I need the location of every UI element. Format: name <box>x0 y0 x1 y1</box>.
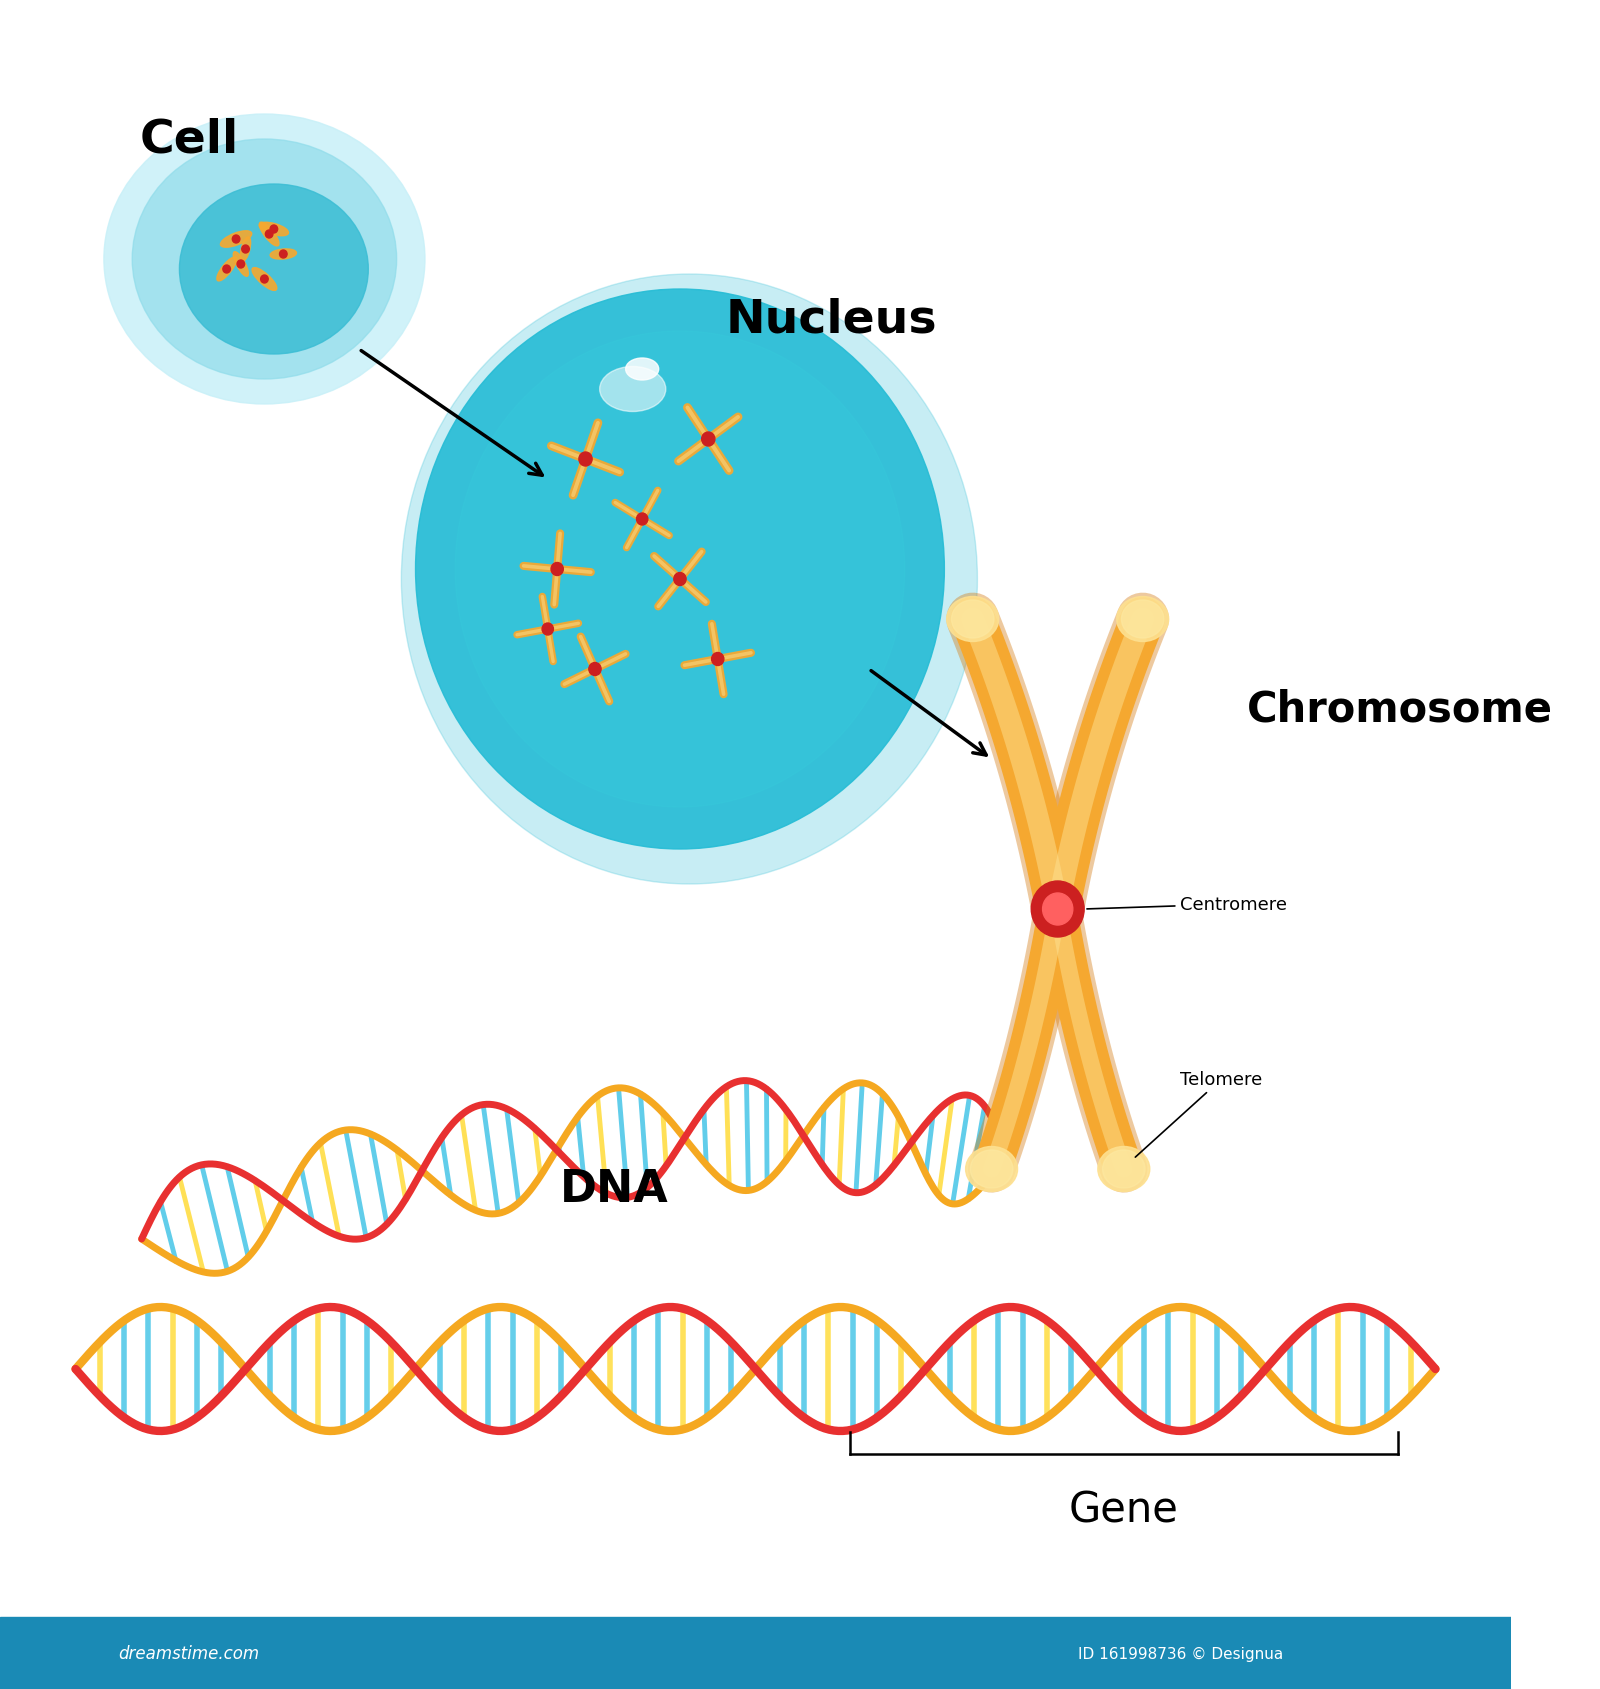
Circle shape <box>1043 893 1074 926</box>
Circle shape <box>1032 882 1085 937</box>
Text: Telomere: Telomere <box>1136 1071 1262 1157</box>
Circle shape <box>232 236 240 243</box>
Ellipse shape <box>259 223 288 236</box>
Circle shape <box>637 513 648 525</box>
Ellipse shape <box>179 184 368 355</box>
Ellipse shape <box>1117 598 1168 642</box>
Ellipse shape <box>253 269 277 291</box>
Ellipse shape <box>970 1150 1013 1189</box>
Text: Chromosome: Chromosome <box>1246 689 1552 731</box>
Text: ID 161998736 © Designua: ID 161998736 © Designua <box>1078 1645 1283 1660</box>
Ellipse shape <box>240 238 251 262</box>
Text: Gene: Gene <box>1069 1490 1179 1532</box>
Ellipse shape <box>104 115 426 405</box>
Text: DNA: DNA <box>560 1167 669 1211</box>
Circle shape <box>579 453 592 466</box>
Circle shape <box>702 432 715 446</box>
Ellipse shape <box>218 258 237 282</box>
Ellipse shape <box>1098 1147 1150 1192</box>
Ellipse shape <box>234 253 248 277</box>
Circle shape <box>222 265 230 274</box>
Circle shape <box>550 562 563 576</box>
Ellipse shape <box>454 331 904 807</box>
Circle shape <box>270 226 278 233</box>
Circle shape <box>261 275 269 284</box>
Circle shape <box>712 654 723 665</box>
Ellipse shape <box>600 367 666 412</box>
Ellipse shape <box>952 601 994 638</box>
Circle shape <box>242 247 250 253</box>
Ellipse shape <box>259 223 278 247</box>
Bar <box>0 1616 1510 1689</box>
Circle shape <box>674 573 686 586</box>
Text: Cell: Cell <box>139 118 238 162</box>
Ellipse shape <box>966 1147 1018 1192</box>
Ellipse shape <box>221 231 251 248</box>
Text: Nucleus: Nucleus <box>725 297 938 343</box>
Text: Centromere: Centromere <box>1086 895 1288 914</box>
Ellipse shape <box>270 250 296 260</box>
Ellipse shape <box>402 275 978 885</box>
Ellipse shape <box>1122 601 1163 638</box>
Circle shape <box>280 252 286 258</box>
Ellipse shape <box>1102 1150 1146 1189</box>
Ellipse shape <box>416 291 944 850</box>
Text: dreamstime.com: dreamstime.com <box>118 1643 259 1662</box>
Circle shape <box>542 623 554 635</box>
Ellipse shape <box>947 598 998 642</box>
Ellipse shape <box>133 140 397 380</box>
Circle shape <box>266 231 274 238</box>
Circle shape <box>589 664 602 676</box>
Circle shape <box>237 260 245 269</box>
Ellipse shape <box>626 358 659 380</box>
